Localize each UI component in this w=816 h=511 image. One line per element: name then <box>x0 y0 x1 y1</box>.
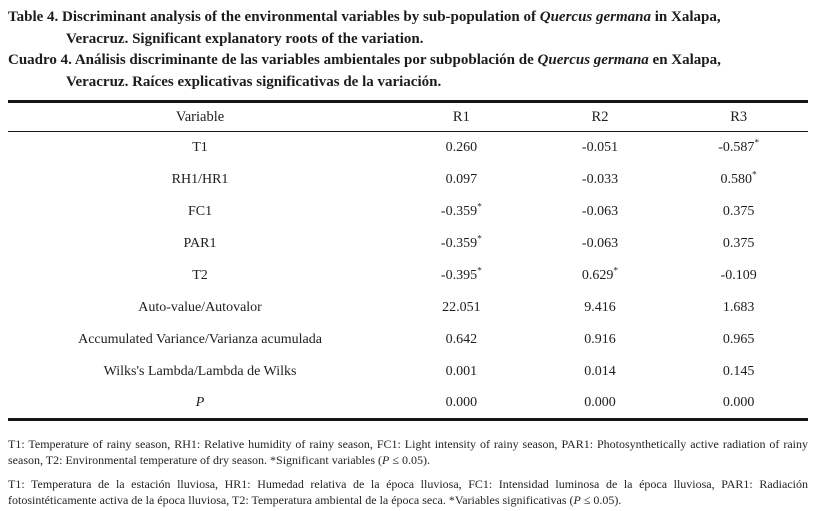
value-cell: 0.916 <box>584 331 616 347</box>
variable-cell: Auto-value/Autovalor <box>138 299 262 315</box>
significance-star: * <box>752 169 757 180</box>
value-cell: -0.063 <box>581 235 619 251</box>
p-symbol: P <box>382 452 390 467</box>
value-cell: -0.033 <box>581 171 619 187</box>
column-header-r3: R3 <box>669 101 808 132</box>
footnote-en-tail: ≤ 0.05). <box>389 452 430 467</box>
table-row: T1 0.260 -0.051 -0.587* <box>8 132 808 164</box>
variable-cell: RH1/HR1 <box>171 171 229 187</box>
footnote-en-text: T1: Temperature of rainy season, RH1: Re… <box>8 437 808 467</box>
caption-en-text: Table 4. Discriminant analysis of the en… <box>8 9 540 25</box>
table-caption-en: Table 4. Discriminant analysis of the en… <box>8 7 808 50</box>
significance-star: * <box>613 265 619 276</box>
significance-star: * <box>477 201 482 212</box>
caption-es-text: Cuadro 4. Análisis discriminante de las … <box>8 52 538 68</box>
discriminant-table: Variable R1 R2 R3 T1 0.260 -0.051 -0.587* RH1/H… <box>8 100 808 421</box>
table-row: FC1 -0.359* -0.063 0.375 <box>8 196 808 228</box>
caption-en-text-tail: in Xalapa, <box>651 9 721 25</box>
value-cell: -0.587* <box>718 138 760 155</box>
table-row: T2 -0.395* 0.629* -0.109 <box>8 260 808 292</box>
table-caption-es: Cuadro 4. Análisis discriminante de las … <box>8 50 808 93</box>
value-cell: 0.145 <box>722 363 755 379</box>
value-cell: 0.629* <box>581 265 619 283</box>
table-row: PAR1 -0.359* -0.063 0.375 <box>8 228 808 260</box>
value-cell: 0.000 <box>445 394 478 410</box>
table-row: Accumulated Variance/Varianza acumulada 0… <box>8 324 808 356</box>
value-cell: -0.359* <box>440 233 482 251</box>
variable-cell: Wilks's Lambda/Lambda de Wilks <box>103 363 297 379</box>
value-cell: 0.375 <box>722 203 755 219</box>
variable-cell: T2 <box>192 267 208 283</box>
value-cell: 1.683 <box>722 299 755 315</box>
p-symbol: P <box>573 492 581 507</box>
value-cell: 0.580* <box>720 169 757 187</box>
species-name: Quercus germana <box>539 9 652 25</box>
table-row: P 0.000 0.000 0.000 <box>8 388 808 420</box>
value-cell: 0.260 <box>445 139 478 155</box>
caption-en-line1: Table 4. Discriminant analysis of the en… <box>8 7 808 29</box>
value-cell: 0.000 <box>584 394 616 410</box>
table-row: Wilks's Lambda/Lambda de Wilks 0.001 0.014… <box>8 356 808 388</box>
value-cell: -0.063 <box>581 203 619 219</box>
value-cell: 0.965 <box>722 331 755 347</box>
significance-star: * <box>477 233 482 244</box>
significance-star: * <box>477 265 482 276</box>
variable-cell: Accumulated Variance/Varianza acumulada <box>78 331 322 347</box>
variable-cell: P <box>195 394 205 410</box>
value-cell: -0.109 <box>720 267 757 283</box>
variable-cell: FC1 <box>187 203 213 219</box>
species-name: Quercus germana <box>537 52 649 68</box>
value-cell: 0.097 <box>445 171 478 187</box>
footnote-es: T1: Temperatura de la estación lluviosa,… <box>8 477 808 508</box>
value-cell: -0.051 <box>581 139 619 155</box>
variable-cell: PAR1 <box>183 235 217 251</box>
caption-es-line1: Cuadro 4. Análisis discriminante de las … <box>8 50 808 72</box>
caption-es-line2: Veracruz. Raíces explicativas significat… <box>66 73 442 90</box>
variable-cell: T1 <box>192 139 208 155</box>
header-row: Variable R1 R2 R3 <box>8 101 808 132</box>
table-header: Variable R1 R2 R3 <box>8 101 808 132</box>
footnote-es-tail: ≤ 0.05). <box>580 492 622 507</box>
footnote-en: T1: Temperature of rainy season, RH1: Re… <box>8 437 808 468</box>
value-cell: 0.642 <box>445 331 478 347</box>
value-cell: 9.416 <box>584 299 616 315</box>
table-body: T1 0.260 -0.051 -0.587* RH1/HR1 0.097 -0.033 0.… <box>8 132 808 420</box>
value-cell: 0.375 <box>722 235 755 251</box>
table-row: RH1/HR1 0.097 -0.033 0.580* <box>8 164 808 196</box>
significance-star: * <box>754 138 760 149</box>
caption-en-line2: Veracruz. Significant explanatory roots … <box>66 30 424 47</box>
footnote-es-text: T1: Temperatura de la estación lluviosa,… <box>8 477 808 507</box>
column-header-variable: Variable <box>8 101 393 132</box>
value-cell: 0.000 <box>722 394 755 410</box>
value-cell: 22.051 <box>442 299 481 315</box>
caption-es-text-tail: en Xalapa, <box>648 52 721 68</box>
value-cell: 0.001 <box>445 363 478 379</box>
value-cell: -0.395* <box>440 265 482 283</box>
column-header-r1: R1 <box>392 101 531 132</box>
value-cell: 0.014 <box>584 363 616 379</box>
column-header-r2: R2 <box>530 101 670 132</box>
table-row: Auto-value/Autovalor 22.051 9.416 1.683 <box>8 292 808 324</box>
value-cell: -0.359* <box>440 201 482 219</box>
